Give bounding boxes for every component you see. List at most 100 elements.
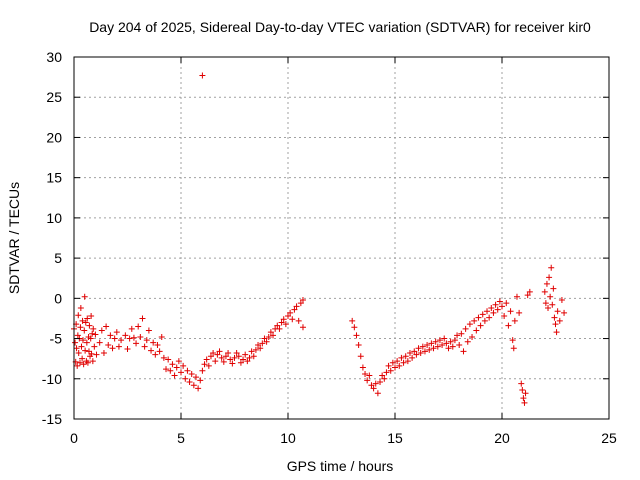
data-point-plus (128, 325, 135, 332)
data-point-plus (526, 288, 533, 295)
data-point-plus (355, 341, 362, 348)
data-point-plus (91, 343, 98, 350)
data-point-plus (462, 325, 469, 332)
data-point-plus (377, 378, 384, 385)
data-point-plus (74, 332, 81, 339)
data-point-plus (78, 343, 85, 350)
data-point-plus (220, 358, 227, 365)
data-point-plus (445, 345, 452, 352)
data-point-plus (287, 309, 294, 316)
data-point-plus (265, 333, 272, 340)
data-point-plus (501, 313, 508, 320)
data-point-plus (553, 329, 560, 336)
data-point-plus (203, 356, 210, 363)
data-point-plus (519, 387, 526, 394)
axis-ticks: 0 5 10 15 20 25 -15 -10 -5 0 5 10 15 20 25 30 (42, 49, 617, 446)
data-point-plus (100, 350, 107, 357)
data-point-plus (214, 351, 221, 358)
data-point-plus (192, 374, 199, 381)
x-tick-label: 20 (494, 430, 510, 446)
data-point-plus (496, 298, 503, 305)
data-point-plus (542, 300, 549, 307)
data-point-plus (295, 317, 302, 324)
data-point-plus (285, 313, 291, 320)
data-point-plus (541, 288, 548, 295)
data-point-plus (178, 369, 184, 376)
data-point-plus (451, 337, 458, 344)
data-point-plus (404, 358, 411, 365)
data-point-plus (552, 321, 559, 328)
data-point-plus (89, 358, 96, 365)
grid (74, 57, 609, 419)
data-point-plus (274, 322, 281, 329)
data-point-plus (89, 330, 96, 337)
data-point-plus (400, 359, 407, 366)
data-point-plus (261, 335, 268, 342)
data-point-plus (244, 358, 251, 365)
data-point-plus (154, 341, 161, 348)
data-point-plus (511, 317, 518, 324)
data-point-plus (454, 332, 461, 339)
data-point-plus (167, 367, 174, 374)
data-point-plus (473, 327, 480, 334)
data-point-plus (556, 317, 563, 324)
data-point-plus (449, 343, 456, 350)
data-point-plus (122, 332, 129, 339)
data-point-plus (432, 338, 439, 345)
data-point-plus (199, 72, 206, 79)
data-point-plus (88, 350, 95, 357)
data-point-plus (357, 353, 364, 360)
data-point-plus (248, 348, 255, 355)
data-point-plus (389, 359, 396, 366)
data-point-plus (199, 367, 206, 374)
data-point-plus (402, 353, 409, 360)
y-tick-label: 15 (46, 170, 62, 186)
data-point-plus (477, 322, 484, 329)
y-tick-label: 5 (54, 250, 62, 266)
data-point-plus (374, 390, 381, 397)
data-point-plus (522, 390, 529, 397)
y-tick-label: 20 (46, 129, 62, 145)
data-point-plus (86, 322, 93, 329)
data-point-plus (387, 367, 394, 374)
data-point-plus (548, 264, 555, 271)
y-axis-title: SDTVAR / TECUs (6, 182, 22, 294)
data-point-plus (507, 308, 514, 315)
data-point-plus (107, 332, 114, 339)
data-point-plus (464, 338, 471, 345)
data-point-plus (171, 372, 178, 379)
data-point-plus (207, 353, 214, 360)
data-point-plus (524, 292, 531, 299)
data-point-plus (458, 330, 465, 337)
data-point-plus (175, 358, 182, 365)
data-point-plus (84, 315, 91, 322)
data-point-plus (490, 309, 497, 316)
data-point-plus (255, 341, 262, 348)
data-point-plus (79, 355, 86, 362)
data-point-plus (282, 321, 289, 328)
data-point-plus (105, 341, 112, 348)
data-point-plus (139, 315, 146, 322)
data-point-plus (81, 327, 88, 334)
data-point-plus (550, 285, 557, 292)
data-point-plus (413, 351, 420, 358)
data-point-plus (409, 354, 416, 361)
data-point-plus (554, 308, 561, 315)
x-tick-label: 15 (387, 430, 403, 446)
chart-title: Day 204 of 2025, Sidereal Day-to-day VTE… (89, 19, 591, 35)
y-tick-label: 25 (46, 89, 62, 105)
data-point-plus (205, 362, 212, 369)
y-tick-label: 30 (46, 49, 62, 65)
data-point-plus (103, 323, 110, 330)
data-point-plus (484, 308, 491, 315)
data-point-plus (240, 356, 247, 363)
data-point-plus (225, 350, 232, 357)
data-point-plus (436, 337, 443, 344)
data-point-plus (359, 364, 366, 371)
data-point-plus (505, 322, 512, 329)
data-point-plus (218, 354, 225, 361)
data-point-plus (229, 360, 236, 367)
data-point-plus (173, 364, 180, 371)
data-point-plus (353, 332, 360, 339)
